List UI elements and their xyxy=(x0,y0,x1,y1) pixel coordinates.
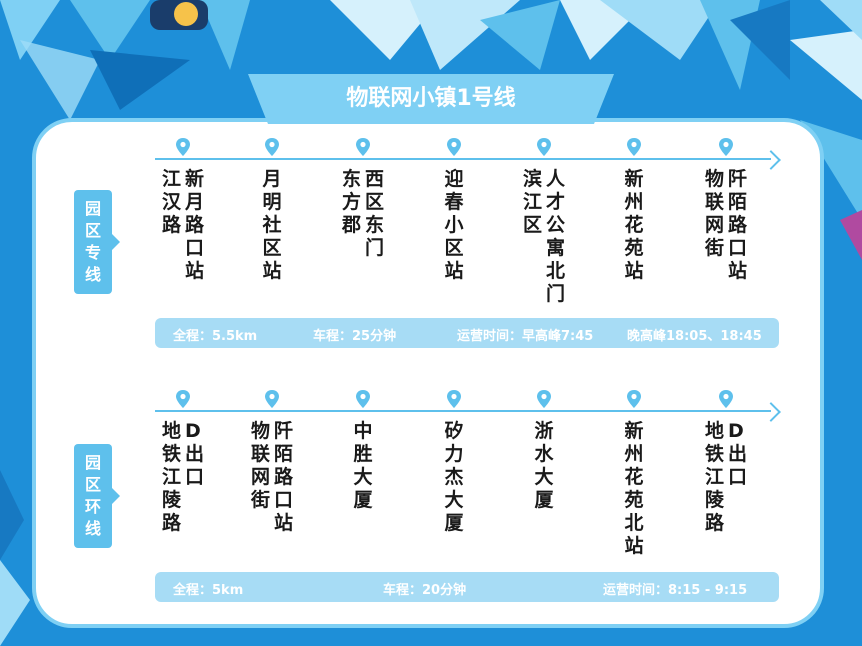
stop-name: 浙水大厦 xyxy=(534,420,554,511)
bus-stop: 新州花苑北站 xyxy=(604,420,664,558)
bus-stop: 月明社区站 xyxy=(242,168,302,283)
route-line xyxy=(155,158,771,160)
stop-name: 物联网街 xyxy=(250,420,270,511)
route-tag-pointer xyxy=(112,234,120,250)
stop-name: 物联网街 xyxy=(704,168,724,259)
location-pin-icon xyxy=(537,138,551,156)
route-info-bar: 全程：5km 车程：20分钟 运营时间：8:15 - 9:15 xyxy=(155,572,779,602)
location-pin-icon xyxy=(447,390,461,408)
location-pin-icon xyxy=(265,390,279,408)
stop-name: 地铁江陵路 xyxy=(161,420,181,534)
stop-name: 西区东门 xyxy=(365,168,385,259)
title-banner xyxy=(248,74,614,124)
bus-stop: 阡陌路口站物联网街 xyxy=(242,420,302,535)
stop-name: 月明社区站 xyxy=(262,168,282,282)
stop-name: 新月路口站 xyxy=(185,168,205,282)
stop-name: 阡陌路口站 xyxy=(728,168,748,282)
route-tag: 园 区 专 线 xyxy=(74,190,112,294)
route-tag-char: 环 xyxy=(84,497,101,516)
route-line xyxy=(155,410,771,412)
location-pin-icon xyxy=(719,138,733,156)
bus-stop: 浙水大厦 xyxy=(514,420,574,512)
stop-name: 新州花苑北站 xyxy=(624,420,644,557)
route-duration: 车程：20分钟 xyxy=(383,583,467,598)
location-pin-icon xyxy=(719,390,733,408)
route-hours: 运营时间：8:15 - 9:15 xyxy=(603,583,748,598)
route-distance: 全程：5km xyxy=(173,583,244,598)
location-pin-icon xyxy=(447,138,461,156)
route-hours: 运营时间：早高峰7:45 xyxy=(457,329,594,344)
stop-name: 地铁江陵路 xyxy=(704,420,724,534)
bus-stop: 人才公寓北门滨江区 xyxy=(514,168,574,306)
location-pin-icon xyxy=(176,390,190,408)
location-pin-icon xyxy=(356,390,370,408)
stop-name: 矽力杰大厦 xyxy=(444,420,464,534)
location-pin-icon xyxy=(176,138,190,156)
bus-stop: 新州花苑站 xyxy=(604,168,664,283)
route-info-bar: 全程：5.5km 车程：25分钟 运营时间：早高峰7:45 晚高峰18:05、1… xyxy=(155,318,779,348)
bus-stop: 阡陌路口站物联网街 xyxy=(696,168,756,283)
location-pin-icon xyxy=(356,138,370,156)
bus-stop: 中胜大厦 xyxy=(333,420,393,512)
page-title: 物联网小镇1号线 xyxy=(346,86,516,111)
route-tag-char: 园 xyxy=(84,199,101,218)
route-tag-char: 区 xyxy=(84,221,101,240)
route-tag-char: 园 xyxy=(84,453,101,472)
location-pin-icon xyxy=(537,390,551,408)
stop-name: 中胜大厦 xyxy=(353,420,373,511)
route-tag-pointer xyxy=(112,488,120,504)
bus-stop: 新月路口站江汉路 xyxy=(153,168,213,283)
route-card xyxy=(32,118,824,628)
route-tag-char: 专 xyxy=(84,243,101,262)
route-tag-char: 区 xyxy=(84,475,101,494)
bus-stop: 矽力杰大厦 xyxy=(424,420,484,535)
route-hours-evening: 晚高峰18:05、18:45 xyxy=(627,329,762,344)
location-pin-icon xyxy=(627,138,641,156)
location-pin-icon xyxy=(265,138,279,156)
location-pin-icon xyxy=(627,390,641,408)
stop-name: 新州花苑站 xyxy=(624,168,644,282)
stop-name: 阡陌路口站 xyxy=(274,420,294,534)
route-tag-char: 线 xyxy=(84,519,101,538)
route-duration: 车程：25分钟 xyxy=(313,329,397,344)
stop-name: 江汉路 xyxy=(161,168,181,236)
route-tag-char: 线 xyxy=(84,265,101,284)
bus-stop: 迎春小区站 xyxy=(424,168,484,283)
bus-stop: 西区东门东方郡 xyxy=(333,168,393,260)
route-tag: 园 区 环 线 xyxy=(74,444,112,548)
stop-name: 人才公寓北门 xyxy=(546,168,566,305)
stop-name: 东方郡 xyxy=(341,168,361,236)
stop-name: 滨江区 xyxy=(522,168,542,236)
route-distance: 全程：5.5km xyxy=(173,329,258,344)
stop-name: 迎春小区站 xyxy=(444,168,464,282)
